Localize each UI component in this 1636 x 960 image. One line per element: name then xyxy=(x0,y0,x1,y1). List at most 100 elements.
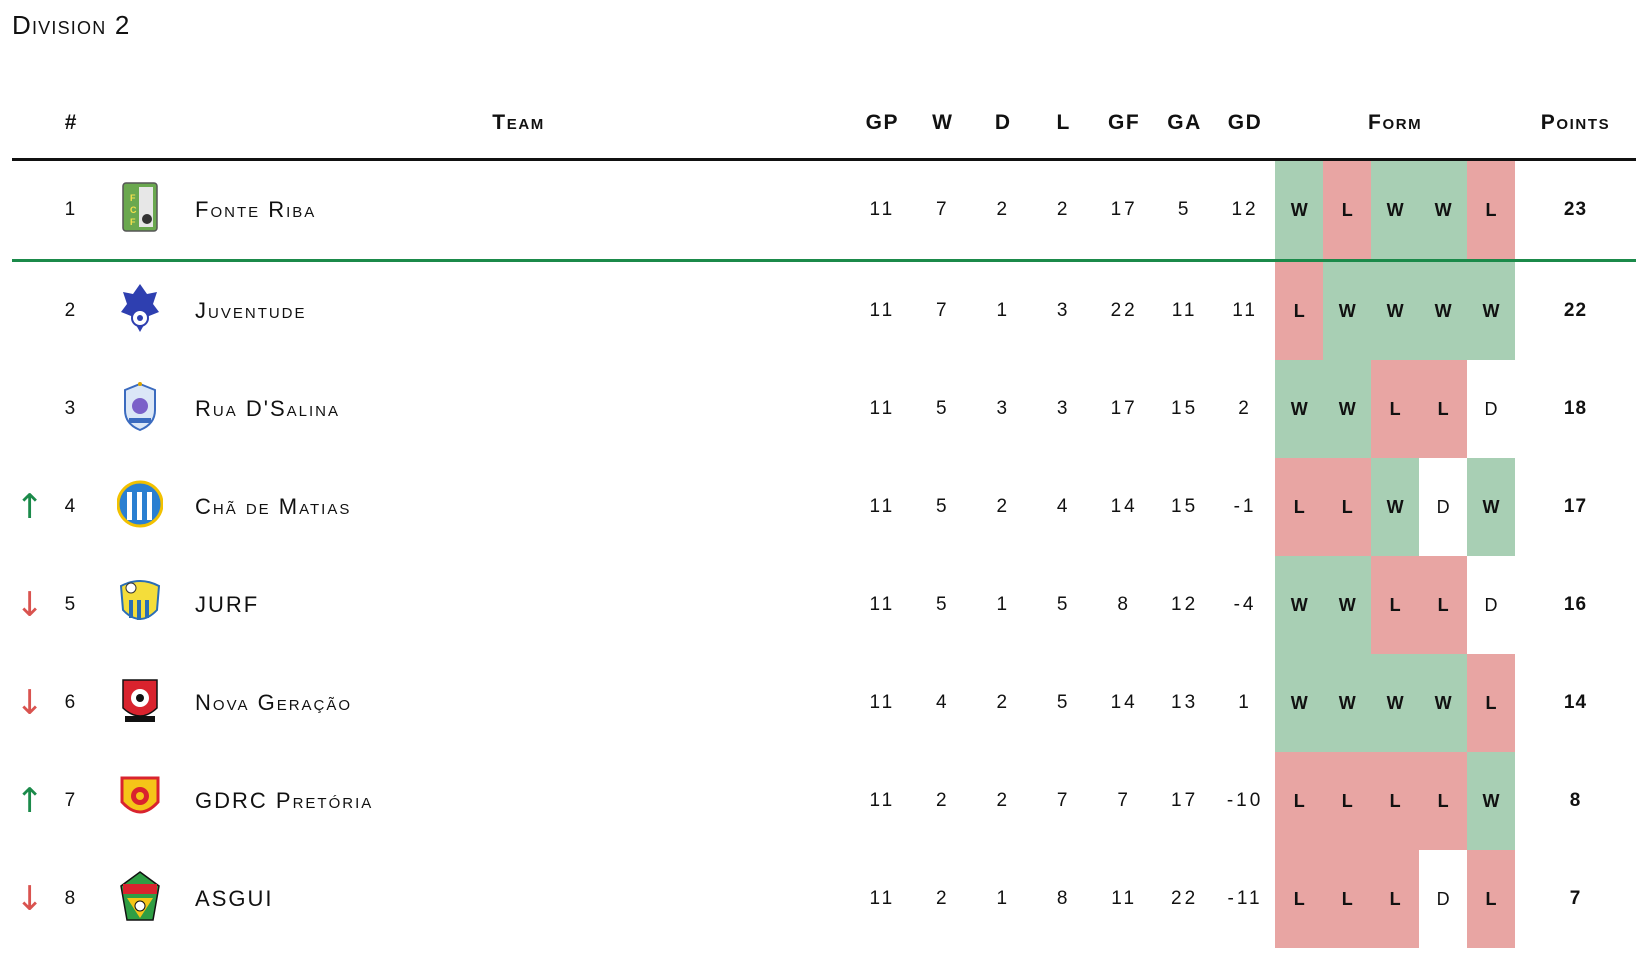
stat-gp: 11 xyxy=(852,159,913,262)
form-result: W xyxy=(1419,654,1468,752)
stat-l: 4 xyxy=(1056,496,1071,517)
up-arrow-icon: ↑ xyxy=(15,487,44,527)
stat-ga: 5 xyxy=(1154,159,1215,262)
form-result: L xyxy=(1371,850,1420,948)
form-result: W xyxy=(1371,159,1420,262)
stat-w: 5 xyxy=(936,398,950,419)
header-move xyxy=(12,88,48,161)
header-d: D xyxy=(973,88,1034,161)
form-result: L xyxy=(1419,752,1468,850)
rank: 6 xyxy=(64,692,79,713)
stat-gf: 14 xyxy=(1110,692,1138,713)
form-result: W xyxy=(1275,556,1324,654)
rua-dsalina-crest-icon xyxy=(117,380,163,432)
down-arrow-icon: ↓ xyxy=(15,683,44,723)
header-team: Team xyxy=(185,88,853,161)
header-rank: # xyxy=(47,88,96,161)
stat-ga: 22 xyxy=(1171,888,1199,909)
stat-gd: -1 xyxy=(1233,496,1257,517)
form-result: L xyxy=(1419,556,1468,654)
header-row: # Team GP W D L GF GA GD Form Points xyxy=(12,88,1636,161)
form-result: W xyxy=(1275,654,1324,752)
asgui-crest-icon xyxy=(117,870,163,922)
points: 17 xyxy=(1563,496,1588,517)
team-name: Nova Geração xyxy=(195,690,353,715)
table-row: ↓ 8 ASGUI 11 2 1 8 11 22 -11 L L L D L 7 xyxy=(12,850,1636,948)
stat-l: 2 xyxy=(1033,159,1094,262)
crest-cell xyxy=(95,654,185,752)
stat-gf: 11 xyxy=(1111,888,1138,909)
stat-gd: -4 xyxy=(1233,594,1257,615)
up-arrow-icon: ↑ xyxy=(15,781,44,821)
form-result: L xyxy=(1323,752,1372,850)
down-arrow-icon: ↓ xyxy=(15,879,44,919)
team-name: Fonte Riba xyxy=(185,159,853,262)
form-result: D xyxy=(1419,850,1468,948)
jurf-crest-icon xyxy=(117,576,163,628)
form-result: W xyxy=(1323,556,1372,654)
table-row: ↑ 4 Chã de Matias 11 5 2 4 14 15 -1 L L W D W 17 xyxy=(12,458,1636,556)
down-arrow-icon: ↓ xyxy=(15,585,44,625)
form-result: W xyxy=(1467,260,1515,360)
stat-l: 5 xyxy=(1056,692,1071,713)
stat-gp: 11 xyxy=(869,790,896,811)
cha-de-matias-crest-icon xyxy=(117,478,164,530)
points: 22 xyxy=(1563,300,1588,321)
stat-gp: 11 xyxy=(869,888,896,909)
stat-gf: 22 xyxy=(1110,300,1138,321)
table-row: 3 Rua D'Salina 11 5 3 3 17 15 2 W W L L D 18 xyxy=(12,360,1636,458)
stat-gd: -11 xyxy=(1227,888,1263,909)
form-result: W xyxy=(1371,260,1420,360)
stat-ga: 13 xyxy=(1171,692,1199,713)
stat-ga: 17 xyxy=(1171,790,1199,811)
stat-d: 2 xyxy=(973,159,1034,262)
stat-gd: 11 xyxy=(1232,300,1258,321)
movement-cell xyxy=(12,261,47,361)
form-result: D xyxy=(1467,360,1515,458)
stat-gp: 11 xyxy=(869,496,896,517)
rank: 7 xyxy=(64,790,79,811)
form-result: W xyxy=(1275,159,1324,262)
form-result: L xyxy=(1467,159,1515,262)
points: 14 xyxy=(1563,692,1588,713)
stat-gd: 12 xyxy=(1214,159,1276,262)
form-result: L xyxy=(1371,360,1420,458)
form-result: D xyxy=(1467,556,1515,654)
crest-cell xyxy=(95,458,185,556)
points: 7 xyxy=(1569,888,1582,909)
form-result: W xyxy=(1467,752,1515,850)
stat-gd: 2 xyxy=(1238,398,1252,419)
crest-cell xyxy=(95,360,185,458)
movement-cell xyxy=(12,159,48,262)
table-row: ↓ 5 JURF 11 5 1 5 8 12 -4 W W L L D 16 xyxy=(12,556,1636,654)
stat-gf: 14 xyxy=(1110,496,1138,517)
stat-gf: 8 xyxy=(1117,594,1131,615)
form-result: L xyxy=(1323,850,1372,948)
table-row: ↓ 6 Nova Geração 11 4 2 5 14 13 1 W W W W L 14 xyxy=(12,654,1636,752)
stat-gp: 11 xyxy=(869,300,896,321)
stat-d: 2 xyxy=(996,496,1011,517)
rank: 4 xyxy=(64,496,79,517)
nova-geracao-crest-icon xyxy=(117,674,163,726)
header-ga: GA xyxy=(1154,88,1215,161)
stat-ga: 12 xyxy=(1171,594,1199,615)
movement-cell xyxy=(12,360,47,458)
header-crest xyxy=(95,88,186,161)
table-row: ↑ 7 GDRC Pretória 11 2 2 7 7 17 -10 L L L L W 8 xyxy=(12,752,1636,850)
standings-body: 1 F C F Fonte Riba 11 7 2 2 17 5 12 W L W W L 23 2 Juventud… xyxy=(12,159,1636,948)
form-result: L xyxy=(1371,752,1420,850)
team-name: ASGUI xyxy=(195,886,274,911)
form-result: L xyxy=(1275,458,1324,556)
stat-gf: 17 xyxy=(1110,398,1138,419)
table-row: 1 F C F Fonte Riba 11 7 2 2 17 5 12 W L W W L 23 xyxy=(12,159,1636,262)
stat-w: 2 xyxy=(936,790,950,811)
svg-text:F: F xyxy=(130,193,139,203)
page-title: Division 2 xyxy=(12,10,131,40)
stat-w: 5 xyxy=(936,594,950,615)
form-result: W xyxy=(1323,360,1372,458)
team-name: Rua D'Salina xyxy=(195,396,340,421)
form-result: L xyxy=(1467,850,1515,948)
